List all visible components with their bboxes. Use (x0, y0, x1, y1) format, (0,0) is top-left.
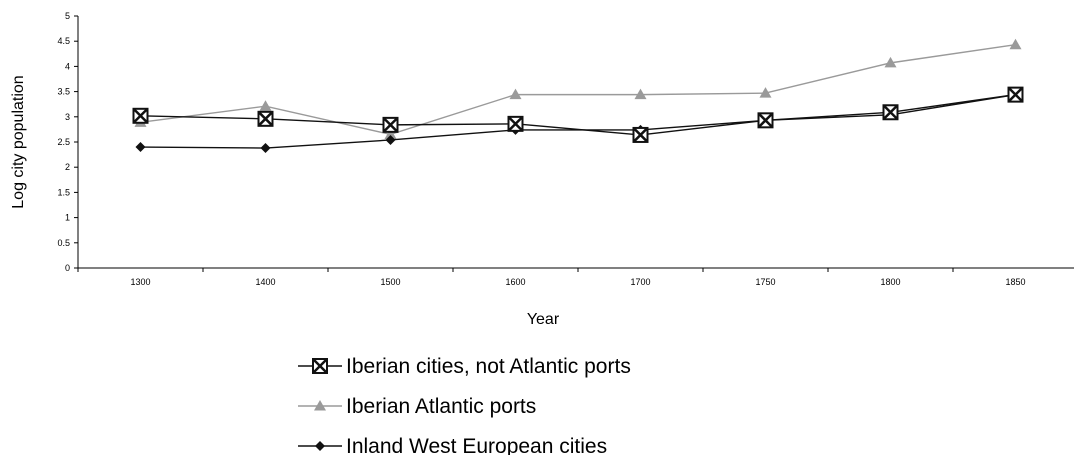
data-point (382, 116, 399, 133)
data-point (132, 107, 149, 124)
y-tick-label: 1.5 (57, 187, 70, 197)
legend-label: Inland West European cities (346, 435, 607, 455)
x-tick-label: 1800 (880, 277, 900, 287)
y-tick-label: 3 (65, 112, 70, 122)
legend-item: Iberian Atlantic ports (298, 395, 536, 418)
legend: Iberian cities, not Atlantic ports Iberia… (298, 355, 631, 455)
legend-label: Iberian Atlantic ports (346, 395, 536, 418)
y-tick-label: 4 (65, 61, 70, 71)
series-layer (132, 38, 1024, 154)
x-tick-label: 1500 (380, 277, 400, 287)
y-tick-label: 0.5 (57, 238, 70, 248)
y-tick-label: 3.5 (57, 87, 70, 97)
y-tick-label: 4.5 (57, 36, 70, 46)
legend-swatch-marker (312, 358, 328, 374)
data-point (1007, 86, 1024, 103)
series-2 (134, 38, 1022, 139)
data-point (507, 115, 524, 132)
legend-item: Inland West European cities (298, 435, 607, 455)
data-point (1009, 38, 1022, 50)
y-tick-label: 0 (65, 263, 70, 273)
y-tick-label: 1 (65, 213, 70, 223)
data-point (260, 143, 271, 154)
series-1 (132, 86, 1024, 143)
data-point (757, 112, 774, 129)
data-point (384, 128, 397, 139)
data-point (882, 104, 899, 121)
y-tick-label: 2 (65, 162, 70, 172)
legend-item: Iberian cities, not Atlantic ports (298, 355, 631, 378)
y-tick-label: 2.5 (57, 137, 70, 147)
legend-label: Iberian cities, not Atlantic ports (346, 355, 631, 378)
data-point (634, 88, 647, 100)
x-tick-label: 1600 (505, 277, 525, 287)
series-line (140, 93, 1016, 136)
data-point (884, 56, 897, 68)
data-point (135, 142, 146, 153)
legend-swatch-marker (314, 400, 326, 411)
y-axis-title: Log city population (10, 75, 27, 208)
series-line (140, 44, 1016, 136)
y-tick-label: 5 (65, 11, 70, 21)
x-tick-label: 1850 (1005, 277, 1025, 287)
x-tick-label: 1750 (755, 277, 775, 287)
data-point (759, 87, 772, 98)
data-point (385, 134, 396, 145)
axes: 0 0.5 1 1.5 2 2.5 3 3.5 4 4.5 5 1300 1400 1500 1600 170… (57, 11, 1074, 287)
x-tick-label: 1300 (130, 277, 150, 287)
data-point (632, 126, 649, 143)
legend-swatch-marker (315, 441, 325, 451)
data-point (257, 110, 274, 127)
data-point (509, 88, 522, 100)
x-tick-label: 1400 (255, 277, 275, 287)
x-axis-title: Year (527, 311, 560, 328)
x-tick-label: 1700 (630, 277, 650, 287)
data-point (259, 100, 272, 111)
